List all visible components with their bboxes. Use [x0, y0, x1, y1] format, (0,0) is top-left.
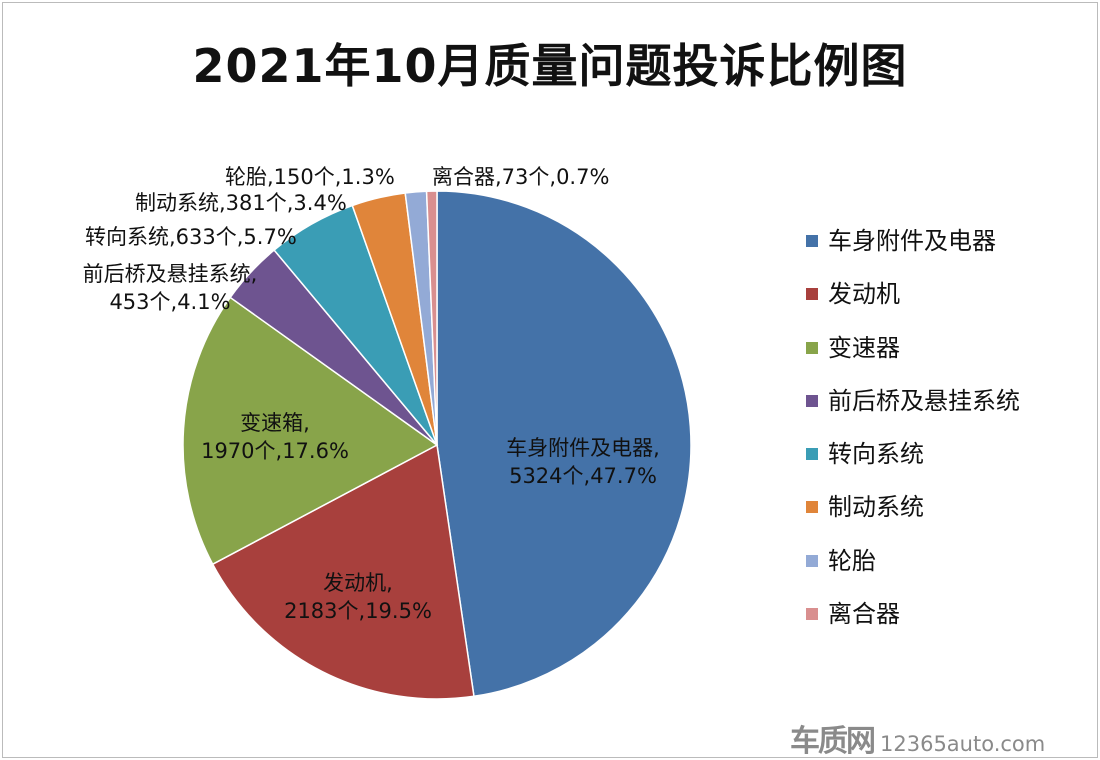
legend-label: 前后桥及悬挂系统	[828, 386, 1020, 415]
slice-label-name: 前后桥及悬挂系统,	[82, 262, 258, 286]
legend-item: 变速器	[806, 333, 1020, 386]
slice-label-brake: 制动系统,381个,3.4%	[135, 191, 347, 215]
legend-item: 轮胎	[806, 546, 1020, 599]
slice-label-value: 5324个,47.7%	[509, 464, 657, 488]
legend-swatch	[806, 288, 818, 301]
pie-slice	[211, 443, 475, 700]
watermark-logo: 车质网	[790, 724, 876, 759]
legend-label: 转向系统	[828, 440, 924, 469]
legend-label: 车身附件及电器	[828, 227, 996, 255]
slice-label-transmission: 变速箱, 1970个,17.6%	[201, 409, 349, 465]
legend-label: 变速器	[828, 333, 900, 362]
pie-slice	[182, 296, 439, 566]
legend-item: 制动系统	[806, 492, 1020, 545]
legend-swatch	[806, 501, 818, 514]
legend-item: 转向系统	[806, 439, 1020, 492]
slice-label-name: 变速箱,	[240, 411, 310, 435]
legend-item: 车身附件及电器	[806, 226, 1020, 279]
pie-slice	[425, 190, 438, 446]
slice-label-tire: 轮胎,150个,1.3%	[225, 165, 395, 189]
legend-swatch	[806, 341, 818, 354]
slice-label-name: 车身附件及电器,	[506, 436, 660, 460]
legend-item: 离合器	[806, 599, 1020, 652]
slice-label-axle-suspension: 前后桥及悬挂系统, 453个,4.1%	[83, 260, 258, 316]
slice-label-value: 1970个,17.6%	[201, 439, 349, 463]
watermark: 车质网 12365auto.com	[790, 716, 1045, 760]
slice-label-clutch: 离合器,73个,0.7%	[432, 165, 610, 189]
legend-label: 制动系统	[828, 493, 924, 522]
watermark-url: 12365auto.com	[880, 732, 1046, 756]
chart-title: 2021年10月质量问题投诉比例图	[192, 39, 908, 93]
legend-swatch	[806, 554, 818, 567]
slice-label-value: 453个,4.1%	[109, 290, 231, 314]
legend-swatch	[806, 448, 818, 461]
legend-label: 轮胎	[828, 546, 876, 575]
slice-label-name: 发动机,	[323, 571, 393, 595]
pie-slice	[436, 190, 692, 698]
legend: 车身附件及电器 发动机变速器前后桥及悬挂系统 转向系统制动系统轮胎离合器	[806, 226, 1020, 652]
slice-label-engine: 发动机, 2183个,19.5%	[284, 569, 432, 625]
legend-item: 发动机	[806, 279, 1020, 332]
legend-label: 离合器	[828, 600, 900, 629]
legend-swatch	[806, 394, 818, 407]
slice-label-value: 2183个,19.5%	[284, 599, 432, 623]
legend-swatch	[806, 235, 818, 247]
slice-label-body-electrical: 车身附件及电器, 5324个,47.7%	[506, 434, 660, 490]
legend-item: 前后桥及悬挂系统	[806, 386, 1020, 439]
slice-label-steering: 转向系统,633个,5.7%	[85, 225, 297, 249]
legend-swatch	[806, 608, 818, 621]
legend-label: 发动机	[828, 280, 900, 309]
